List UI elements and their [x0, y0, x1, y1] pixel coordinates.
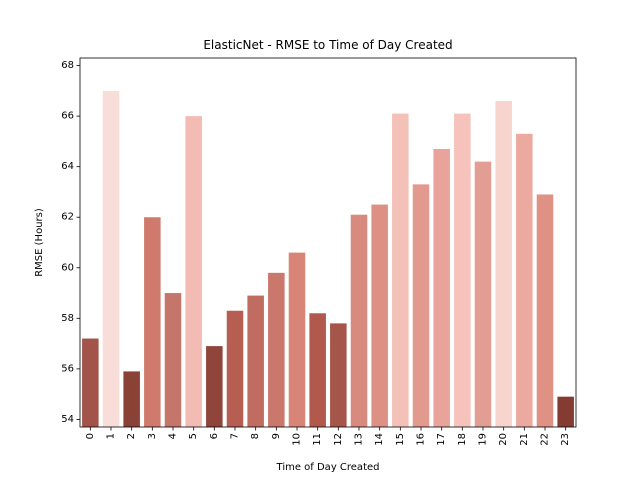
y-tick-label: 58 [61, 313, 74, 324]
x-tick-label: 17 [436, 433, 447, 446]
x-tick-label: 6 [209, 433, 220, 439]
x-tick-label: 15 [395, 433, 406, 446]
bar-hour-11 [309, 313, 326, 427]
bar-hour-1 [102, 90, 120, 428]
bar-hour-6 [206, 346, 223, 427]
x-tick-label: 16 [416, 433, 427, 446]
bar-hour-23 [557, 396, 574, 427]
bar-hour-0 [82, 338, 99, 427]
x-tick-label: 23 [560, 433, 571, 446]
bar-hour-19 [474, 161, 492, 427]
x-tick-label: 19 [478, 433, 489, 446]
bar-hour-13 [350, 214, 368, 427]
x-tick-label: 20 [498, 433, 509, 446]
bar-hour-15 [392, 113, 409, 427]
x-tick-label: 21 [519, 433, 530, 446]
bar-hour-18 [454, 113, 471, 427]
x-axis-label: Time of Day Created [276, 462, 380, 473]
bar-hour-7 [226, 310, 244, 427]
y-tick-label: 64 [61, 161, 74, 172]
x-tick-label: 9 [271, 433, 282, 439]
bar-hour-5 [185, 116, 202, 427]
bar-hour-8 [247, 295, 264, 427]
x-tick-label: 4 [168, 433, 179, 439]
plot-area [80, 58, 576, 427]
x-tick-label: 10 [292, 433, 303, 446]
bars-group [82, 90, 574, 428]
x-tick-label: 0 [85, 433, 96, 439]
y-axis-label: RMSE (Hours) [34, 208, 45, 277]
bar-hour-16 [412, 184, 430, 427]
y-tick-label: 68 [61, 60, 74, 71]
x-tick-label: 5 [188, 433, 199, 439]
bar-hour-4 [164, 293, 182, 427]
bar-hour-2 [123, 371, 140, 427]
bar-hour-21 [516, 133, 533, 427]
y-tick-label: 60 [61, 262, 74, 273]
y-tick-label: 54 [61, 414, 74, 425]
x-tick-label: 7 [230, 433, 241, 439]
bar-hour-17 [433, 148, 450, 428]
x-tick-label: 11 [312, 433, 323, 446]
x-tick-label: 18 [457, 433, 468, 446]
y-tick-label: 66 [61, 111, 74, 122]
x-tick-label: 12 [333, 433, 344, 446]
bar-hour-12 [330, 323, 347, 427]
bar-hour-14 [371, 204, 388, 427]
x-tick-label: 3 [147, 433, 158, 439]
x-tick-label: 8 [250, 433, 261, 439]
y-axis-ticks: 54 56 58 60 62 64 66 68 [61, 60, 80, 425]
x-tick-label: 13 [354, 433, 365, 446]
chart-title: ElasticNet - RMSE to Time of Day Created [203, 38, 452, 52]
bar-hour-10 [288, 252, 306, 427]
bar-hour-3 [144, 217, 161, 427]
y-tick-label: 62 [61, 212, 74, 223]
x-axis-ticks: 0 1 2 3 4 5 6 7 8 9 10 11 12 13 14 15 16 17 18 19 20 21 22 23 [85, 427, 571, 446]
y-tick-label: 56 [61, 363, 74, 374]
x-tick-label: 1 [106, 433, 117, 439]
plot-frame [79, 57, 577, 428]
x-tick-label: 2 [126, 433, 137, 439]
x-tick-label: 14 [374, 433, 385, 446]
bar-hour-20 [495, 100, 512, 427]
bar-hour-9 [268, 272, 285, 427]
bar-hour-22 [536, 194, 554, 427]
x-tick-label: 22 [540, 433, 551, 446]
